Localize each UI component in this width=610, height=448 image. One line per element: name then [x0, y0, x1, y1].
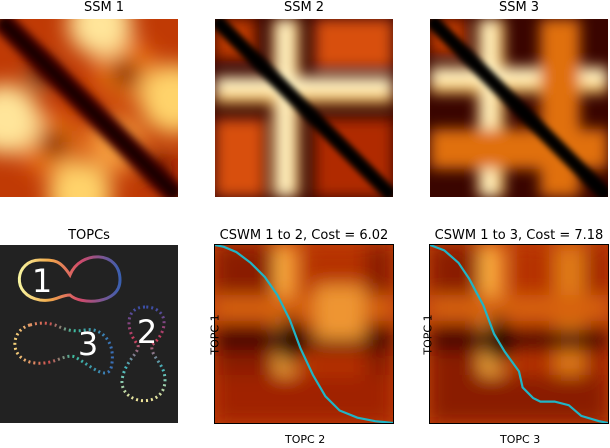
topc-curve-1	[17, 255, 122, 303]
ssm1-heatmap	[0, 19, 178, 197]
cswm13-title: CSWM 1 to 3, Cost = 7.18	[434, 228, 604, 243]
ssm2-heatmap	[215, 19, 393, 197]
ssm3-heatmap	[430, 19, 608, 197]
topcs-panel: 1 2 3	[0, 245, 178, 423]
topc-label-3: 3	[78, 325, 98, 363]
cswm12-heatmap	[214, 244, 394, 424]
ssm1-title: SSM 1	[83, 0, 125, 15]
cswm12-warping-path	[215, 245, 393, 423]
ssm2-title: SSM 2	[283, 0, 325, 15]
topc-label-1: 1	[32, 262, 52, 300]
cswm12-xlabel: TOPC 2	[285, 433, 326, 446]
topc-label-2: 2	[137, 313, 157, 351]
cswm13-warping-path	[430, 245, 608, 423]
cswm12-ylabel: TOPC 1	[208, 314, 222, 355]
cswm12-title: CSWM 1 to 2, Cost = 6.02	[219, 228, 389, 243]
topc-curve-3	[13, 321, 114, 375]
topcs-title: TOPCs	[68, 228, 110, 243]
cswm13-heatmap	[429, 244, 609, 424]
ssm3-title: SSM 3	[498, 0, 540, 15]
cswm13-ylabel: TOPC 1	[421, 314, 435, 355]
cswm13-xlabel: TOPC 3	[500, 433, 541, 446]
topc-curve-2	[120, 305, 167, 403]
